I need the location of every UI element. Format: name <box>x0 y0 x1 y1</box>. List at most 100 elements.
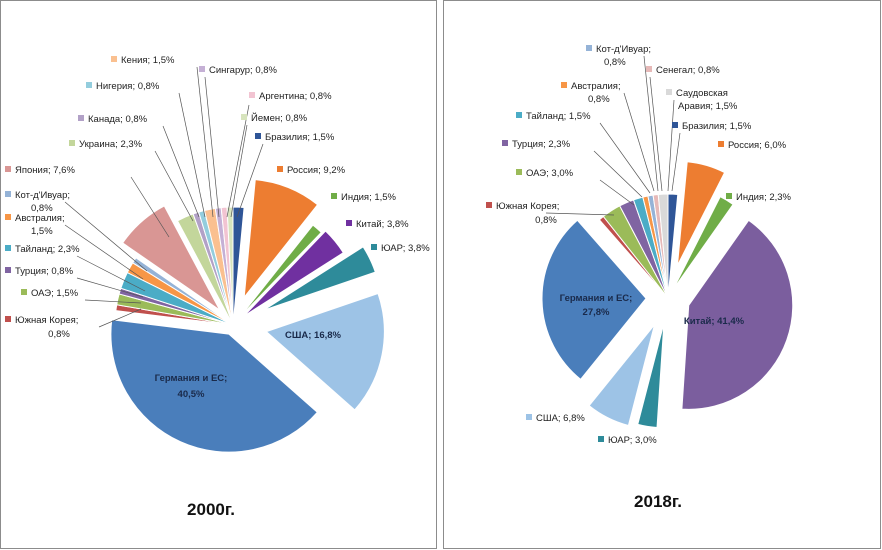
legend-swatch <box>249 92 255 98</box>
leader-line <box>667 99 675 192</box>
data-label: Германия и ЕС; <box>155 373 228 384</box>
leader-line <box>162 125 200 218</box>
slice-япония <box>121 205 221 311</box>
leader-line <box>76 277 144 298</box>
legend-swatch <box>666 89 672 95</box>
data-label: Саудовская <box>676 88 728 99</box>
leader-line <box>154 150 194 222</box>
legend-swatch <box>726 193 732 199</box>
data-label: Бразилия; 1,5% <box>682 121 752 132</box>
legend-swatch <box>277 166 283 172</box>
data-label: 0,8% <box>31 203 53 214</box>
leader-line <box>643 55 659 192</box>
leader-line <box>236 143 264 218</box>
legend-swatch <box>526 414 532 420</box>
slice-россия <box>243 179 319 299</box>
legend-swatch <box>586 45 592 51</box>
slice-китай <box>243 230 345 317</box>
legend-swatch <box>516 112 522 118</box>
data-label: ОАЭ; 3,0% <box>526 168 574 179</box>
legend-swatch <box>561 82 567 88</box>
slice-китай <box>681 219 794 410</box>
leader-line <box>545 212 615 216</box>
legend-swatch <box>346 220 352 226</box>
data-label: Россия; 6,0% <box>728 140 787 151</box>
data-label: 40,5% <box>178 389 205 400</box>
legend-swatch <box>86 82 92 88</box>
slice-индия <box>672 196 734 290</box>
legend-swatch <box>199 66 205 72</box>
labels-2000: Кения; 1,5% Сингарур; 0,8% Аргентина; 0,8%… <box>5 55 430 400</box>
leader-line <box>649 76 663 192</box>
data-label: 0,8% <box>535 215 557 226</box>
leader-line <box>98 308 142 328</box>
legend-swatch <box>78 115 84 121</box>
legend-swatch <box>111 56 117 62</box>
slice-юар <box>263 246 376 311</box>
slice-бразилия <box>232 206 245 326</box>
slice-сша <box>588 324 655 427</box>
legend-swatch <box>486 202 492 208</box>
data-label: 0,8% <box>588 94 610 105</box>
slice-саудовская-аравия <box>657 193 669 299</box>
data-label: Бразилия; 1,5% <box>265 132 335 143</box>
slice-индия <box>239 224 323 318</box>
leader-line <box>599 179 635 206</box>
data-label: Южная Корея; <box>496 201 559 212</box>
leader-line <box>64 201 148 272</box>
slices-2000 <box>110 179 385 453</box>
legend-swatch <box>255 133 261 139</box>
data-label: Индия; 1,5% <box>341 192 397 203</box>
legend-swatch <box>5 267 11 273</box>
legend-swatch <box>5 166 11 172</box>
legend-swatch <box>371 244 377 250</box>
legend-swatch <box>69 140 75 146</box>
data-label: ЮАР; 3,8% <box>381 243 430 254</box>
data-label: Кения; 1,5% <box>121 55 175 66</box>
leader-line <box>76 255 146 292</box>
data-label: Германия и ЕС; <box>560 293 633 304</box>
leader-line <box>599 122 651 194</box>
data-label: Россия; 9,2% <box>287 165 346 176</box>
slices-2018 <box>541 161 794 428</box>
chart-title-2018: 2018г. <box>634 492 682 511</box>
leaders-2000 <box>64 66 264 328</box>
data-label: Китай; 41,4% <box>684 316 745 327</box>
leader-line <box>623 92 655 192</box>
data-label: Китай; 3,8% <box>356 219 409 230</box>
data-label: Кот-д'Ивуар; <box>15 190 70 201</box>
leaders-2018 <box>545 55 681 216</box>
legend-swatch <box>718 141 724 147</box>
data-label: 1,5% <box>31 226 53 237</box>
data-label: Йемен; 0,8% <box>251 112 308 124</box>
data-label: Нигерия; 0,8% <box>96 81 160 92</box>
data-label: Сингарур; 0,8% <box>209 65 278 76</box>
legend-swatch <box>5 214 11 220</box>
data-label: Австралия; <box>15 213 65 224</box>
data-label: Канада; 0,8% <box>88 114 148 125</box>
leader-line <box>64 224 144 280</box>
data-label: Австралия; <box>571 81 621 92</box>
legend-swatch <box>21 289 27 295</box>
data-label: Турция; 2,3% <box>512 139 571 150</box>
leader-line <box>178 92 206 218</box>
legend-swatch <box>5 191 11 197</box>
legend-swatch <box>646 66 652 72</box>
data-label: Сенегал; 0,8% <box>656 65 720 76</box>
data-label: Южная Корея; <box>15 315 78 326</box>
leader-line <box>230 124 248 218</box>
data-label: США; 16,8% <box>285 330 342 341</box>
data-label: Украина; 2,3% <box>79 139 143 150</box>
data-label: Индия; 2,3% <box>736 192 792 203</box>
data-label: США; 6,8% <box>536 413 585 424</box>
leader-line <box>226 104 250 218</box>
data-label: ОАЭ; 1,5% <box>31 288 79 299</box>
legend-swatch <box>5 245 11 251</box>
legend-swatch <box>516 169 522 175</box>
pie-chart-2018: Кот-д'Ивуар; 0,8% Сенегал; 0,8% Австралия; 0… <box>486 44 794 511</box>
chart-2000-panel: Кения; 1,5% Сингарур; 0,8% Аргентина; 0,8%… <box>0 0 437 549</box>
slice-россия <box>676 161 726 266</box>
legend-swatch <box>598 436 604 442</box>
data-label: Тайланд; 2,3% <box>15 244 80 255</box>
data-label: Тайланд; 1,5% <box>526 111 591 122</box>
